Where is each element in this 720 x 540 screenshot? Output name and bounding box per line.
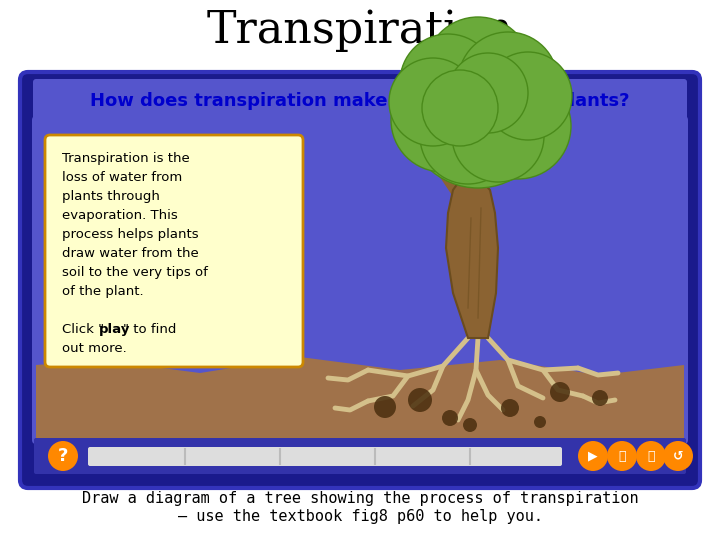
Text: – use the textbook fig8 p60 to help you.: – use the textbook fig8 p60 to help you. (178, 509, 542, 523)
Text: ▶: ▶ (588, 449, 598, 462)
Circle shape (396, 34, 520, 158)
FancyBboxPatch shape (20, 72, 700, 488)
Circle shape (534, 416, 546, 428)
Text: of the plant.: of the plant. (62, 285, 143, 298)
Circle shape (374, 396, 396, 418)
Text: draw water from the: draw water from the (62, 247, 199, 260)
Circle shape (406, 44, 550, 188)
Text: soil to the very tips of: soil to the very tips of (62, 266, 208, 279)
FancyBboxPatch shape (88, 447, 562, 466)
Circle shape (48, 441, 78, 471)
Text: out more.: out more. (62, 342, 127, 355)
Circle shape (408, 388, 432, 412)
Text: Transpiration is the: Transpiration is the (62, 152, 190, 165)
Circle shape (465, 73, 571, 179)
Text: ↺: ↺ (672, 449, 683, 462)
Text: play: play (99, 323, 130, 336)
Circle shape (578, 441, 608, 471)
Circle shape (636, 441, 666, 471)
Text: How does transpiration make water travel up plants?: How does transpiration make water travel… (90, 92, 630, 110)
Text: loss of water from: loss of water from (62, 171, 182, 184)
Circle shape (458, 32, 558, 132)
Circle shape (420, 88, 516, 184)
Text: plants through: plants through (62, 190, 160, 203)
Circle shape (425, 17, 531, 123)
Circle shape (452, 90, 544, 182)
Text: Transpiration: Transpiration (207, 9, 513, 52)
FancyBboxPatch shape (45, 135, 303, 367)
Text: Draw a diagram of a tree showing the process of transpiration: Draw a diagram of a tree showing the pro… (81, 490, 639, 505)
Circle shape (484, 52, 572, 140)
Circle shape (448, 53, 528, 133)
Text: process helps plants: process helps plants (62, 228, 199, 241)
Polygon shape (36, 357, 684, 440)
FancyBboxPatch shape (32, 116, 688, 444)
FancyBboxPatch shape (33, 79, 687, 123)
Polygon shape (446, 175, 498, 338)
Circle shape (463, 418, 477, 432)
Text: ⏪: ⏪ (647, 449, 654, 462)
Text: " to find: " to find (123, 323, 176, 336)
Circle shape (663, 441, 693, 471)
Circle shape (501, 399, 519, 417)
Text: evaporation. This: evaporation. This (62, 209, 178, 222)
FancyBboxPatch shape (34, 438, 686, 474)
Circle shape (389, 58, 477, 146)
Circle shape (400, 34, 496, 130)
Circle shape (391, 68, 495, 172)
Circle shape (442, 410, 458, 426)
Circle shape (450, 48, 566, 164)
Text: ?: ? (58, 447, 68, 465)
Text: Click ": Click " (62, 323, 104, 336)
Circle shape (550, 382, 570, 402)
Text: ⏩: ⏩ (618, 449, 626, 462)
Circle shape (592, 390, 608, 406)
Circle shape (607, 441, 637, 471)
Circle shape (422, 70, 498, 146)
